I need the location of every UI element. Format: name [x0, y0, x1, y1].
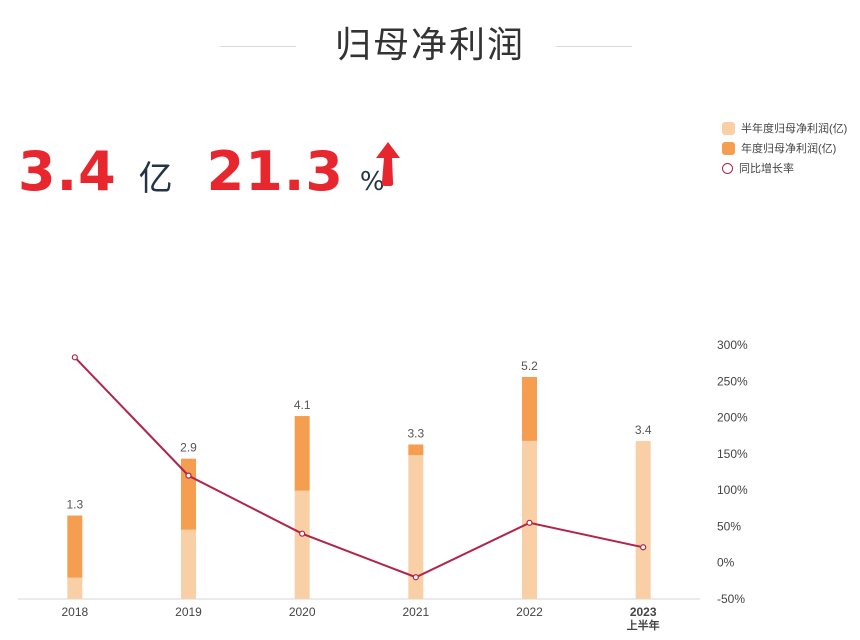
legend-label-annual: 年度归母净利润(亿) — [741, 143, 837, 155]
legend-label-growth: 同比增长率 — [739, 163, 794, 175]
growth-point-3 — [412, 574, 419, 581]
growth-point-2 — [299, 530, 306, 537]
data-label-0: 1.3 — [66, 498, 83, 512]
growth-point-4 — [526, 519, 533, 526]
growth-point-5 — [640, 544, 647, 551]
growth-rate-line — [74, 356, 644, 579]
x-tick-label-2: 2020 — [289, 605, 316, 619]
data-label-5: 3.4 — [635, 423, 652, 437]
legend-item-growth[interactable]: 同比增长率 — [722, 158, 847, 178]
data-label-1: 2.9 — [180, 441, 197, 455]
legend-label-half-year: 半年度归母净利润(亿) — [741, 123, 848, 135]
x-tick-label-0: 2018 — [61, 605, 88, 619]
legend-swatch-half-year — [722, 121, 735, 135]
x-tick-label-5: 2023 — [630, 605, 657, 619]
bar-annual-4 — [522, 376, 537, 441]
x-tick-label-1: 2019 — [175, 605, 202, 619]
kpi-value-unit: 亿 — [138, 159, 173, 199]
y-right-tick-2: 200% — [717, 411, 748, 425]
legend-item-half-year[interactable]: 半年度归母净利润(亿) — [722, 118, 847, 138]
legend-swatch-annual — [722, 141, 735, 155]
growth-point-1 — [185, 472, 192, 479]
title-divider-left — [220, 46, 296, 47]
data-label-3: 3.3 — [407, 426, 424, 440]
bar-half-year-3 — [408, 455, 424, 599]
data-label-2: 4.1 — [294, 398, 311, 412]
bar-half-year-1 — [181, 529, 196, 599]
chart-legend: 半年度归母净利润(亿) 年度归母净利润(亿) 同比增长率 — [722, 118, 847, 178]
kpi-growth: 21.3 — [206, 140, 344, 203]
y-right-tick-0: 300% — [717, 338, 748, 352]
y-right-tick-1: 250% — [717, 374, 748, 388]
growth-point-0 — [71, 354, 78, 361]
kpi-value: 3.4 — [18, 140, 117, 203]
x-tick-label-3: 2021 — [402, 605, 429, 619]
data-label-4: 5.2 — [521, 359, 538, 373]
y-right-tick-7: -50% — [717, 592, 745, 606]
up-arrow-icon — [376, 142, 400, 186]
page-title: 归母净利润 — [334, 25, 525, 66]
y-right-tick-6: 0% — [717, 556, 735, 570]
y-right-tick-4: 100% — [717, 483, 748, 497]
kpi-summary: 3.4 亿 21.3 % — [18, 140, 385, 203]
bar-half-year-5 — [635, 440, 651, 599]
x-tick-label-4: 2022 — [516, 605, 543, 619]
bar-annual-3 — [408, 444, 424, 456]
title-divider-right — [556, 46, 632, 47]
kpi-growth-unit: % — [359, 167, 385, 197]
legend-marker-growth — [722, 162, 733, 174]
y-right-tick-3: 150% — [717, 447, 748, 461]
x-tick-sublabel-5: 上半年 — [627, 618, 660, 632]
title-area: 归母净利润 — [0, 6, 860, 66]
bar-half-year-2 — [294, 490, 310, 599]
bar-half-year-0 — [67, 577, 83, 599]
y-right-tick-5: 50% — [717, 519, 741, 533]
bar-annual-0 — [67, 515, 83, 578]
bar-annual-2 — [294, 416, 310, 491]
legend-item-annual[interactable]: 年度归母净利润(亿) — [722, 138, 847, 158]
